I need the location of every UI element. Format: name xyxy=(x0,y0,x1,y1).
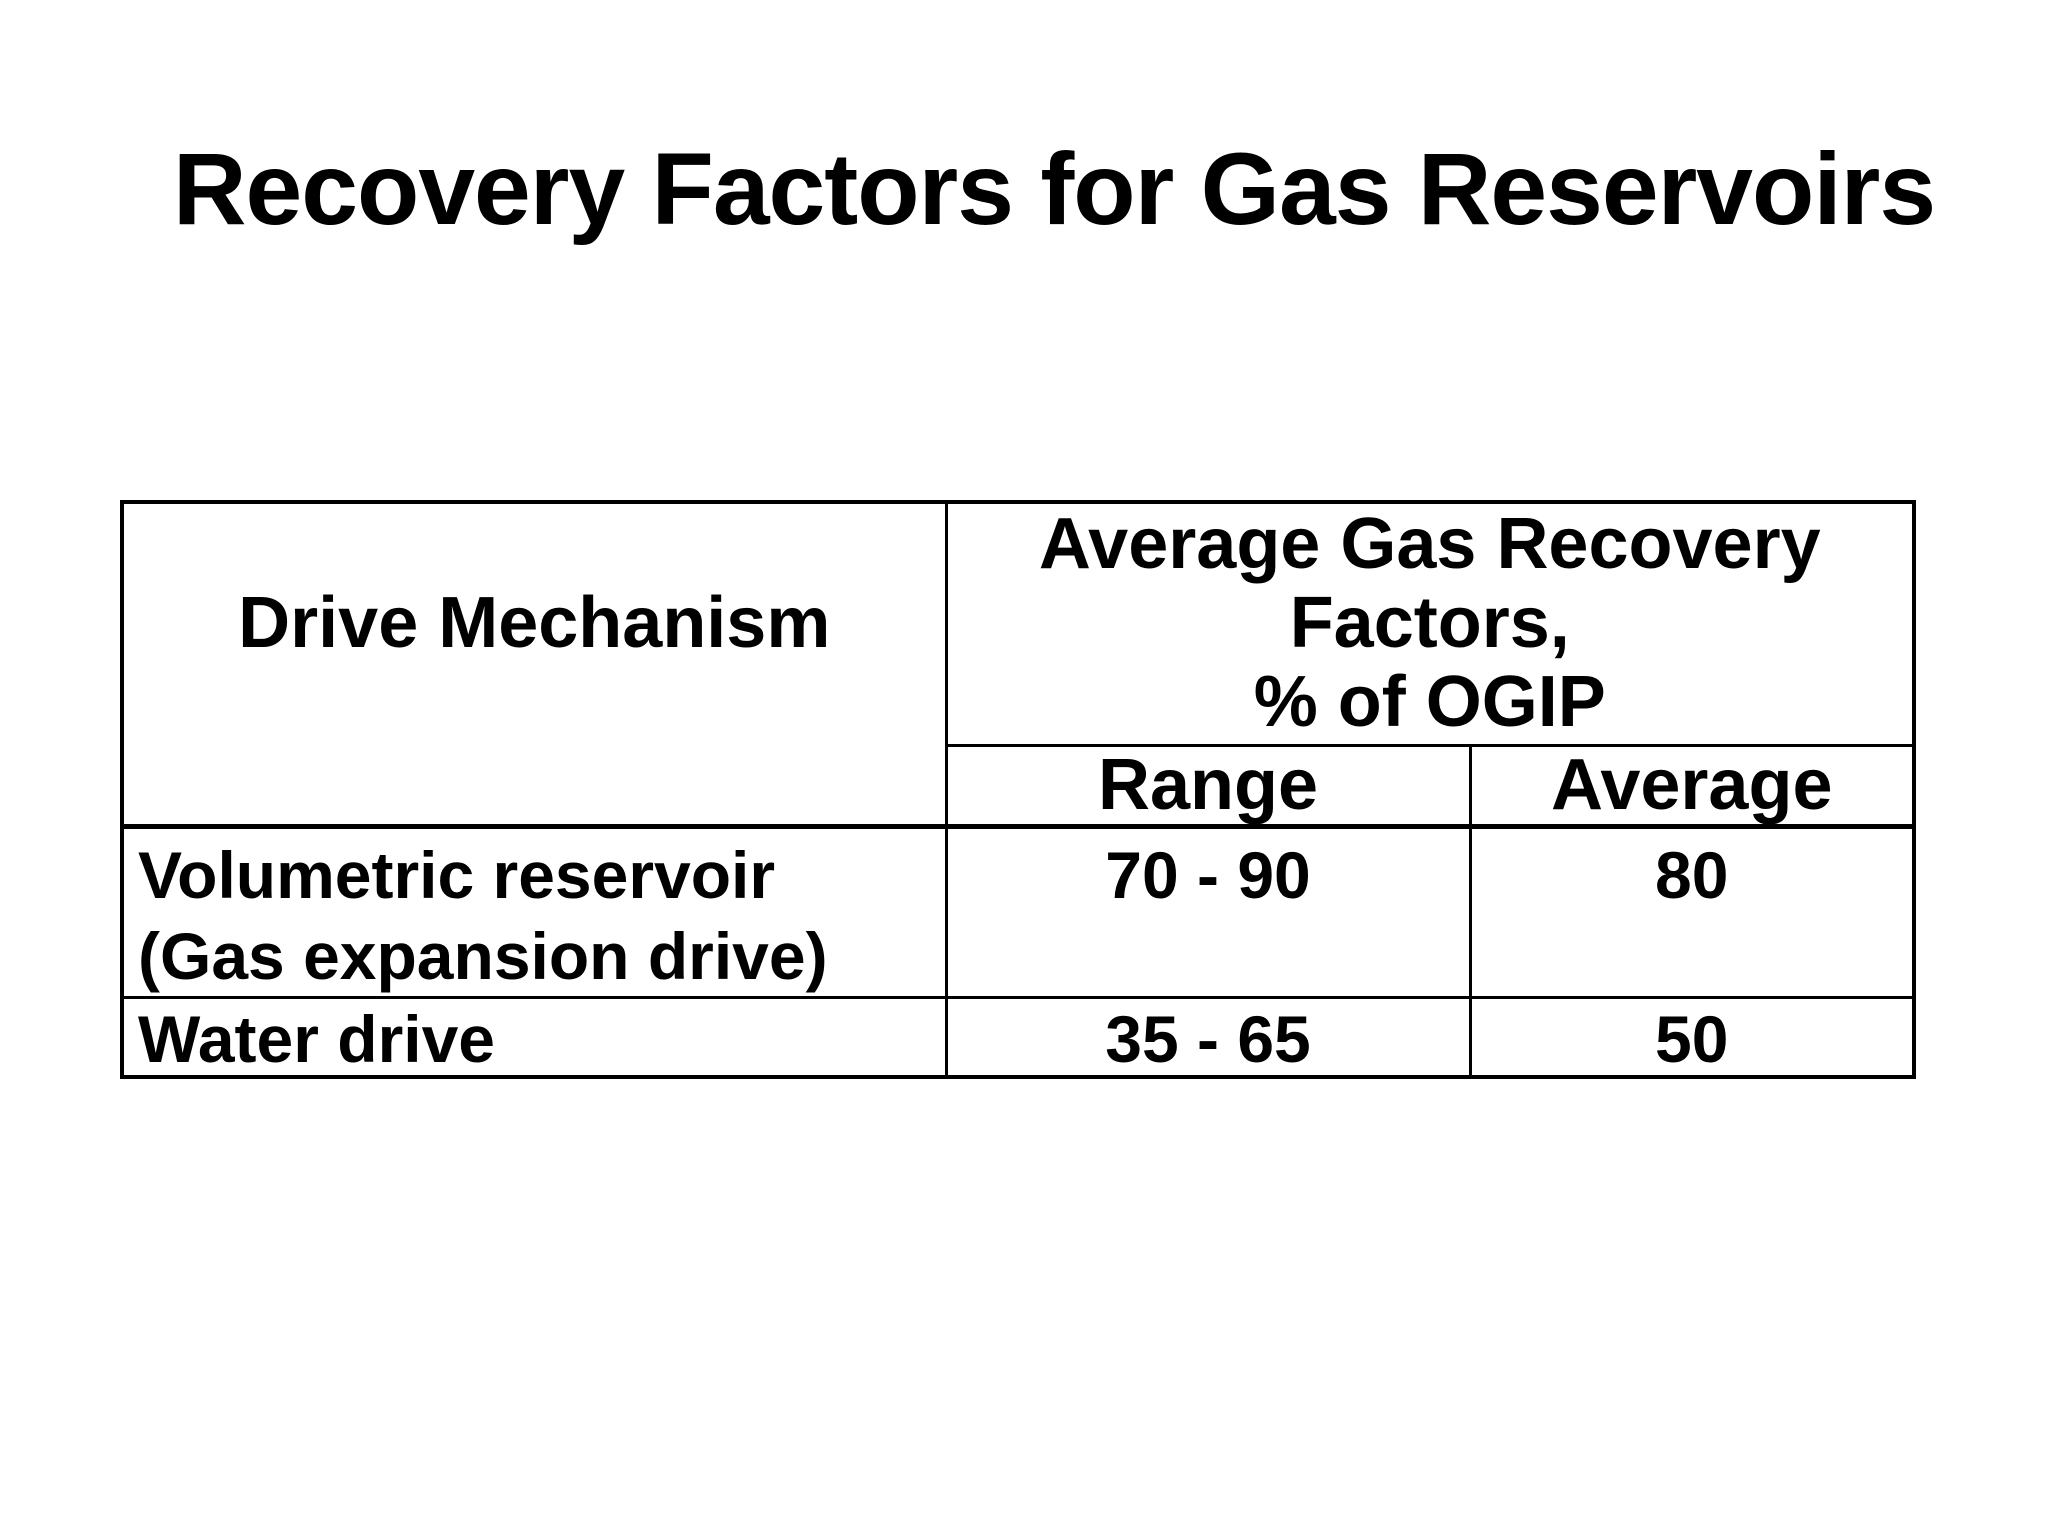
header-cell-drive-mechanism: Drive Mechanism xyxy=(120,500,948,830)
table-header-row-sub: Range Average xyxy=(122,743,1916,830)
header-cell-average-gas-recovery-factors: Average Gas Recovery Factors, % of OGIP xyxy=(944,499,1916,747)
header-cell-range: Range xyxy=(944,743,1472,830)
header-label-avg-line-2: Factors, xyxy=(1289,583,1570,664)
mechanism-line-1: Water drive xyxy=(138,1002,496,1077)
header-label-avg-line-1: Average Gas Recovery xyxy=(1038,504,1821,584)
header-cell-average: Average xyxy=(1468,743,1916,830)
cell-mechanism-water-drive: Water drive xyxy=(120,996,948,1080)
cell-average-water-drive: 50 xyxy=(1468,996,1916,1080)
table-row-water-drive: Water drive 35 - 65 50 xyxy=(120,996,1916,1080)
cell-mechanism-volumetric-reservoir: Volumetric reservoir (Gas expansion driv… xyxy=(120,825,948,1000)
mechanism-line-2: (Gas expansion drive) xyxy=(138,918,828,993)
header-label-drive-mechanism: Drive Mechanism xyxy=(238,582,831,663)
cell-average-volumetric-reservoir: 80 xyxy=(1468,825,1916,1000)
mechanism-line-1: Volumetric reservoir xyxy=(138,838,776,913)
header-label-avg-line-3: % of OGIP xyxy=(1253,662,1606,743)
cell-range-water-drive: 35 - 65 xyxy=(944,996,1472,1080)
slide-title: Recovery Factors for Gas Reservoirs xyxy=(172,132,1936,246)
cell-range-volumetric-reservoir: 70 - 90 xyxy=(944,825,1472,1000)
table-header-row-main: Drive Mechanism Average Gas Recovery Fac… xyxy=(120,499,1916,830)
recovery-factors-table: Drive Mechanism Average Gas Recovery Fac… xyxy=(120,499,1916,1080)
table-row-volumetric-reservoir: Volumetric reservoir (Gas expansion driv… xyxy=(120,825,1916,1000)
